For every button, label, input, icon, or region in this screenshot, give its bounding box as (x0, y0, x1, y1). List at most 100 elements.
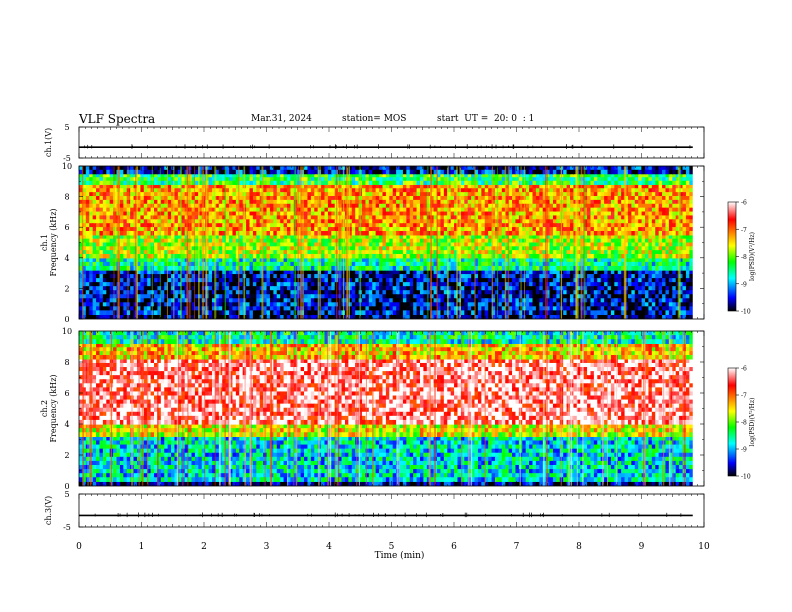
spectrogram-cell (668, 257, 673, 263)
spectrogram-cell (160, 274, 165, 279)
spectrogram-cell (505, 257, 510, 263)
spectrogram-cell (154, 306, 159, 311)
spectrogram-cell (491, 310, 496, 316)
spectrogram-cell (433, 257, 438, 263)
spectrogram-cell (590, 253, 595, 259)
spectrogram-cell (450, 257, 455, 263)
spectrogram-cell (235, 242, 240, 247)
spectrogram-cell (252, 234, 257, 240)
spectrogram-cell (501, 184, 506, 189)
spectrogram-cell (310, 246, 315, 251)
spectrogram-cell (385, 188, 390, 193)
spectrogram-cell (147, 290, 152, 295)
spectrogram-cell (583, 261, 588, 267)
spectrogram-cell (225, 192, 230, 197)
spectrogram-cell (638, 253, 643, 259)
spectrogram-cell (583, 234, 588, 240)
spectrogram-cell (494, 257, 499, 263)
spectrogram-cell (177, 199, 182, 205)
spectrogram-cell (570, 286, 575, 291)
spectrogram-cell (494, 192, 499, 197)
spectrogram-cell (191, 199, 196, 205)
spectrogram-cell (477, 196, 482, 201)
spectrogram-cell (535, 310, 540, 316)
spectrogram-cell (419, 294, 424, 299)
spectrogram-cell (437, 306, 442, 311)
spectrogram-cell (92, 203, 97, 209)
spectrogram-cell (402, 294, 407, 299)
spectrogram-cell (433, 246, 438, 251)
spectrogram-cell (348, 314, 353, 319)
spectrogram-cell (79, 310, 84, 316)
spectrogram-cell (167, 302, 172, 307)
spectrogram-cell (143, 298, 148, 303)
spectrogram-cell (535, 199, 540, 205)
spectrogram-cell (665, 250, 670, 255)
spectrogram-cell (621, 265, 626, 271)
spectrogram-cell (113, 265, 118, 271)
spectrogram-cell (437, 192, 442, 197)
spectrogram-cell (106, 257, 111, 263)
spectrogram-cell (624, 250, 629, 255)
spectrogram-cell (651, 238, 656, 244)
spectrogram-cell (249, 253, 254, 259)
spectrogram-cell (634, 188, 639, 193)
spectrogram-cell (672, 282, 677, 287)
spectrogram-cell (92, 184, 97, 189)
spectrogram-cell (89, 196, 94, 201)
spectrogram-cell (280, 298, 285, 303)
spectrogram-cell (607, 250, 612, 255)
spectrogram-cell (399, 246, 404, 251)
spectrogram-cell (402, 310, 407, 316)
spectrogram-cell (556, 253, 561, 259)
spectrogram-cell (123, 203, 128, 209)
spectrogram-cell (147, 306, 152, 311)
spectrogram-cell (266, 184, 271, 189)
spectrogram-cell (563, 188, 568, 193)
spectrogram-cell (627, 250, 632, 255)
spectrogram-cell (477, 234, 482, 240)
spectrogram-cell (239, 250, 244, 255)
spectrogram-cell (593, 242, 598, 247)
spectrogram-cell (662, 286, 667, 291)
spectrogram-cell (501, 199, 506, 205)
spectrogram-cell (491, 192, 496, 197)
spectrogram-cell (505, 250, 510, 255)
spectrogram-cell (351, 199, 356, 205)
spectrogram-cell (92, 250, 97, 255)
spectrogram-cell (529, 261, 534, 267)
spectrogram-cell (467, 250, 472, 255)
spectrogram-cell (263, 192, 268, 197)
spectrogram-cell (99, 199, 104, 205)
spectrogram-cell (651, 257, 656, 263)
spectrogram-cell (593, 278, 598, 283)
spectrogram-cell (379, 238, 384, 244)
spectrogram-cell (593, 294, 598, 299)
spectrogram-cell (675, 302, 680, 307)
spectrogram-cell (310, 261, 315, 267)
spectrogram-cell (450, 192, 455, 197)
spectrogram-cell (634, 261, 639, 267)
spectrogram-cell (82, 286, 87, 291)
spectrogram-cell (310, 199, 315, 205)
spectrogram-cell (307, 199, 312, 205)
spectrogram-cell (593, 290, 598, 295)
spectrogram-cell (136, 261, 141, 267)
spectrogram-cell (450, 270, 455, 275)
spectrogram-cell (109, 203, 114, 209)
spectrogram-cell (85, 290, 90, 295)
spectrogram-cell (423, 270, 428, 275)
spectrogram-cell (641, 282, 646, 287)
spectrogram-cell (79, 234, 84, 240)
spectrogram-cell (471, 188, 476, 193)
spectrogram-cell (471, 270, 476, 275)
spectrogram-cell (246, 286, 251, 291)
spectrogram-cell (211, 242, 216, 247)
spectrogram-cell (488, 196, 493, 201)
spectrogram-cell (239, 290, 244, 295)
spectrogram-cell (535, 250, 540, 255)
spectrogram-cell (85, 274, 90, 279)
spectrogram-cell (252, 298, 257, 303)
spectrogram-cell (549, 199, 554, 205)
